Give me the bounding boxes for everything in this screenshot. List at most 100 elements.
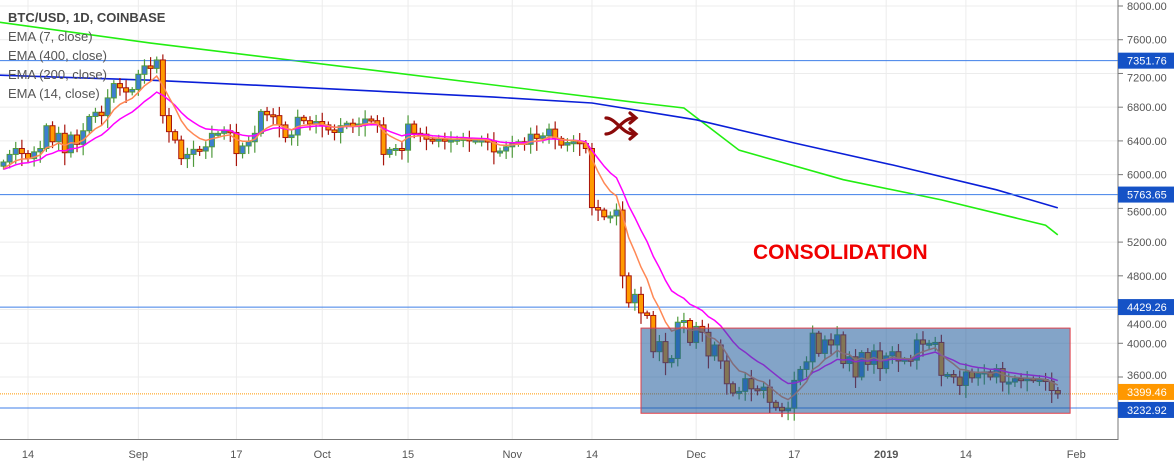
candle xyxy=(503,141,510,159)
price-labels: 7351.76 5763.65 4429.26 3399.46 3232.92 xyxy=(1118,52,1174,418)
x-tick-label: 14 xyxy=(960,449,972,461)
y-axis[interactable]: 8000.00 7600.00 7200.00 6800.00 6400.00 6000.… xyxy=(1118,1,1167,382)
candle xyxy=(282,121,289,143)
candle-body xyxy=(270,114,277,118)
x-tick-label: 17 xyxy=(230,449,242,461)
candle-body xyxy=(92,111,99,117)
candle xyxy=(441,132,448,150)
candle xyxy=(98,105,105,126)
candle-body xyxy=(116,83,123,89)
candle xyxy=(306,116,313,131)
candle xyxy=(172,129,179,144)
candle xyxy=(184,147,191,169)
candle-body xyxy=(123,87,130,93)
legend-ema200[interactable]: EMA (200, close) xyxy=(8,67,107,82)
candle-body xyxy=(435,138,442,142)
y-tick-label: 4800.00 xyxy=(1127,271,1167,283)
candle-body xyxy=(6,153,13,163)
candle-body xyxy=(472,139,479,143)
candle xyxy=(546,123,553,144)
x-tick-label: Dec xyxy=(686,449,706,461)
candle xyxy=(380,117,387,166)
candle-body xyxy=(98,111,105,117)
candle xyxy=(116,78,123,96)
candle xyxy=(570,135,577,153)
price-label: 7351.76 xyxy=(1127,56,1167,68)
candle-body xyxy=(61,132,68,154)
candle xyxy=(539,132,546,144)
candle xyxy=(343,120,350,130)
candle xyxy=(159,54,166,124)
candle xyxy=(460,132,467,148)
candle xyxy=(110,80,117,103)
candle-body xyxy=(392,148,399,152)
candle xyxy=(337,118,344,144)
last-price-label: 3399.46 xyxy=(1127,387,1167,399)
candle-body xyxy=(31,151,38,160)
consolidation-box[interactable] xyxy=(640,327,1071,414)
candle xyxy=(509,135,516,158)
x-axis[interactable]: 14 Sep 17 Oct 15 Nov 14 Dec 17 2019 14 Feb xyxy=(22,449,1086,461)
candle-body xyxy=(368,118,375,122)
legend-ema7[interactable]: EMA (7, close) xyxy=(8,29,93,44)
y-tick-label: 5200.00 xyxy=(1127,237,1167,249)
candle xyxy=(325,121,332,135)
candle-body xyxy=(165,115,172,133)
ema-slow-lines xyxy=(0,21,1059,236)
candle xyxy=(527,127,534,154)
candle xyxy=(625,272,632,308)
candle-body xyxy=(527,133,534,145)
candle xyxy=(18,139,25,167)
candle-body xyxy=(233,131,240,155)
price-label: 4429.26 xyxy=(1127,302,1167,314)
candle-body xyxy=(588,148,595,209)
candle xyxy=(552,121,559,150)
candle xyxy=(392,144,399,156)
y-tick-label: 6400.00 xyxy=(1127,136,1167,148)
candle xyxy=(631,288,638,311)
candle xyxy=(533,125,540,151)
candle-body xyxy=(0,161,7,167)
candle-body xyxy=(680,320,687,324)
candle xyxy=(239,142,246,159)
candle xyxy=(202,141,209,159)
candle-body xyxy=(129,88,136,93)
legend-ema400[interactable]: EMA (400, close) xyxy=(8,48,107,63)
candle xyxy=(613,203,620,226)
candle-body xyxy=(74,134,81,145)
candle xyxy=(300,114,307,125)
candle xyxy=(165,107,172,143)
x-tick-label: Sep xyxy=(129,449,149,461)
candle-body xyxy=(503,146,510,152)
consolidation-rectangle[interactable] xyxy=(640,327,1071,414)
candle xyxy=(638,286,644,324)
candle xyxy=(153,56,160,74)
ema200-line xyxy=(0,74,1059,209)
candle-body xyxy=(257,110,264,134)
x-tick-label: Nov xyxy=(502,449,522,461)
candle xyxy=(576,133,583,156)
candle-body xyxy=(147,65,154,69)
candle-body xyxy=(601,209,608,218)
horizontal-levels[interactable] xyxy=(0,60,1118,409)
candle xyxy=(411,120,418,139)
candle-body xyxy=(595,207,602,211)
legend-ema14[interactable]: EMA (14, close) xyxy=(8,86,100,101)
candle xyxy=(233,123,240,167)
ema400-line xyxy=(0,21,1059,236)
candle-body xyxy=(49,125,56,143)
candle-body xyxy=(497,150,504,154)
candle-body xyxy=(18,148,25,155)
candle-body xyxy=(196,148,203,152)
candle xyxy=(215,130,222,137)
candle-body xyxy=(190,148,197,155)
candle xyxy=(190,140,197,167)
candle-body xyxy=(441,138,448,142)
price-label-bg xyxy=(1118,401,1174,418)
candle-body xyxy=(631,293,638,304)
candle xyxy=(423,126,430,151)
candle xyxy=(607,211,614,224)
y-tick-label: 7200.00 xyxy=(1127,73,1167,85)
candle xyxy=(386,146,393,158)
